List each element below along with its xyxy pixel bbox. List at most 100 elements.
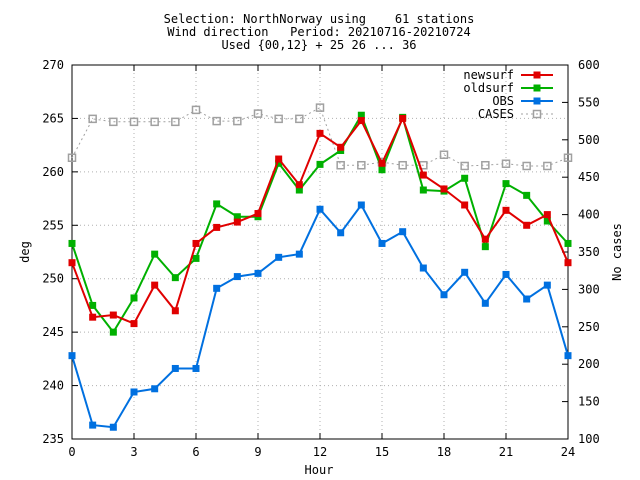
- y2-axis-label: No cases: [610, 223, 624, 281]
- point-oldsurf: [89, 301, 97, 309]
- legend-label: CASES: [478, 107, 514, 121]
- title-line-3: Used {00,12} + 25 26 ... 36: [221, 38, 416, 52]
- point-obs: [523, 295, 531, 303]
- y-tick-label: 245: [42, 325, 64, 339]
- y-tick-label: 255: [42, 218, 64, 232]
- point-newsurf: [213, 223, 221, 231]
- point-cases: [460, 161, 469, 171]
- x-tick-label: 18: [437, 445, 451, 459]
- y-tick-label: 250: [42, 272, 64, 286]
- point-obs: [171, 364, 179, 372]
- point-obs: [295, 250, 303, 258]
- x-tick-label: 9: [254, 445, 261, 459]
- y-tick-label: 270: [42, 58, 64, 72]
- point-cases: [109, 117, 118, 127]
- x-tick-label: 12: [313, 445, 327, 459]
- y2-tick-label: 350: [578, 245, 600, 259]
- y-tick-label: 265: [42, 111, 64, 125]
- y-tick-label: 240: [42, 379, 64, 393]
- point-obs: [337, 229, 345, 237]
- point-newsurf: [523, 221, 531, 229]
- point-obs: [461, 268, 469, 276]
- point-obs: [399, 228, 407, 236]
- y2-tick-label: 200: [578, 357, 600, 371]
- y-tick-label: 260: [42, 165, 64, 179]
- point-cases: [295, 114, 304, 124]
- y2-tick-label: 400: [578, 208, 600, 222]
- point-newsurf: [564, 259, 572, 267]
- point-newsurf: [419, 171, 427, 179]
- y2-tick-label: 550: [578, 95, 600, 109]
- point-cases: [543, 161, 552, 171]
- point-newsurf: [130, 320, 138, 328]
- point-oldsurf: [151, 250, 159, 258]
- point-obs: [502, 270, 510, 278]
- point-obs: [481, 299, 489, 307]
- point-obs: [275, 253, 283, 261]
- point-newsurf: [337, 143, 345, 151]
- x-axis-label: Hour: [305, 463, 334, 477]
- point-cases: [357, 160, 366, 170]
- point-obs: [378, 239, 386, 247]
- legend-label: OBS: [492, 94, 514, 108]
- point-oldsurf: [564, 239, 572, 247]
- point-oldsurf: [481, 243, 489, 251]
- point-obs: [68, 352, 76, 360]
- point-newsurf: [151, 281, 159, 289]
- point-cases: [253, 109, 263, 118]
- x-tick-label: 0: [68, 445, 75, 459]
- point-obs: [89, 421, 97, 429]
- legend-label: oldsurf: [463, 81, 514, 95]
- x-tick-label: 6: [192, 445, 199, 459]
- point-oldsurf: [419, 186, 427, 194]
- point-cases: [398, 160, 407, 170]
- point-cases: [501, 159, 511, 168]
- y2-tick-label: 250: [578, 320, 600, 334]
- title-line-1: Selection: NorthNorway using 61 stations: [164, 12, 475, 26]
- y2-tick-label: 300: [578, 282, 600, 296]
- point-oldsurf: [523, 191, 531, 199]
- point-newsurf: [481, 235, 489, 243]
- point-oldsurf: [213, 200, 221, 208]
- point-newsurf: [275, 155, 283, 163]
- point-oldsurf: [130, 294, 138, 302]
- y-tick-label: 235: [42, 432, 64, 446]
- point-oldsurf: [192, 254, 200, 262]
- y2-tick-label: 500: [578, 133, 600, 147]
- point-oldsurf: [378, 166, 386, 174]
- point-oldsurf: [502, 180, 510, 188]
- y2-tick-label: 100: [578, 432, 600, 446]
- point-newsurf: [378, 159, 386, 167]
- point-newsurf: [440, 185, 448, 193]
- point-obs: [130, 388, 138, 396]
- point-cases: [171, 117, 180, 127]
- point-obs: [254, 269, 262, 277]
- point-obs: [151, 385, 159, 393]
- point-oldsurf: [68, 239, 76, 247]
- point-newsurf: [68, 259, 76, 267]
- axis-ticks: 0 3 6 9 12 15 18 21 24 235 240 245 250 255 260 265 270 10…: [42, 58, 599, 459]
- y2-tick-label: 150: [578, 395, 600, 409]
- point-newsurf: [295, 181, 303, 189]
- point-obs: [109, 423, 117, 431]
- point-newsurf: [461, 201, 469, 209]
- point-cases: [563, 153, 573, 163]
- legend-marker: [533, 84, 541, 92]
- legend-marker: [532, 109, 542, 119]
- point-oldsurf: [461, 174, 469, 182]
- series-line-cases: [71, 106, 569, 167]
- x-tick-label: 3: [130, 445, 137, 459]
- point-obs: [564, 352, 572, 360]
- point-newsurf: [171, 307, 179, 315]
- point-cases: [88, 114, 97, 124]
- point-cases: [191, 105, 201, 115]
- point-newsurf: [192, 239, 200, 247]
- point-obs: [192, 364, 200, 372]
- point-newsurf: [316, 129, 324, 137]
- legend-marker: [533, 97, 541, 105]
- point-obs: [419, 264, 427, 272]
- point-cases: [212, 116, 221, 126]
- x-tick-label: 15: [375, 445, 389, 459]
